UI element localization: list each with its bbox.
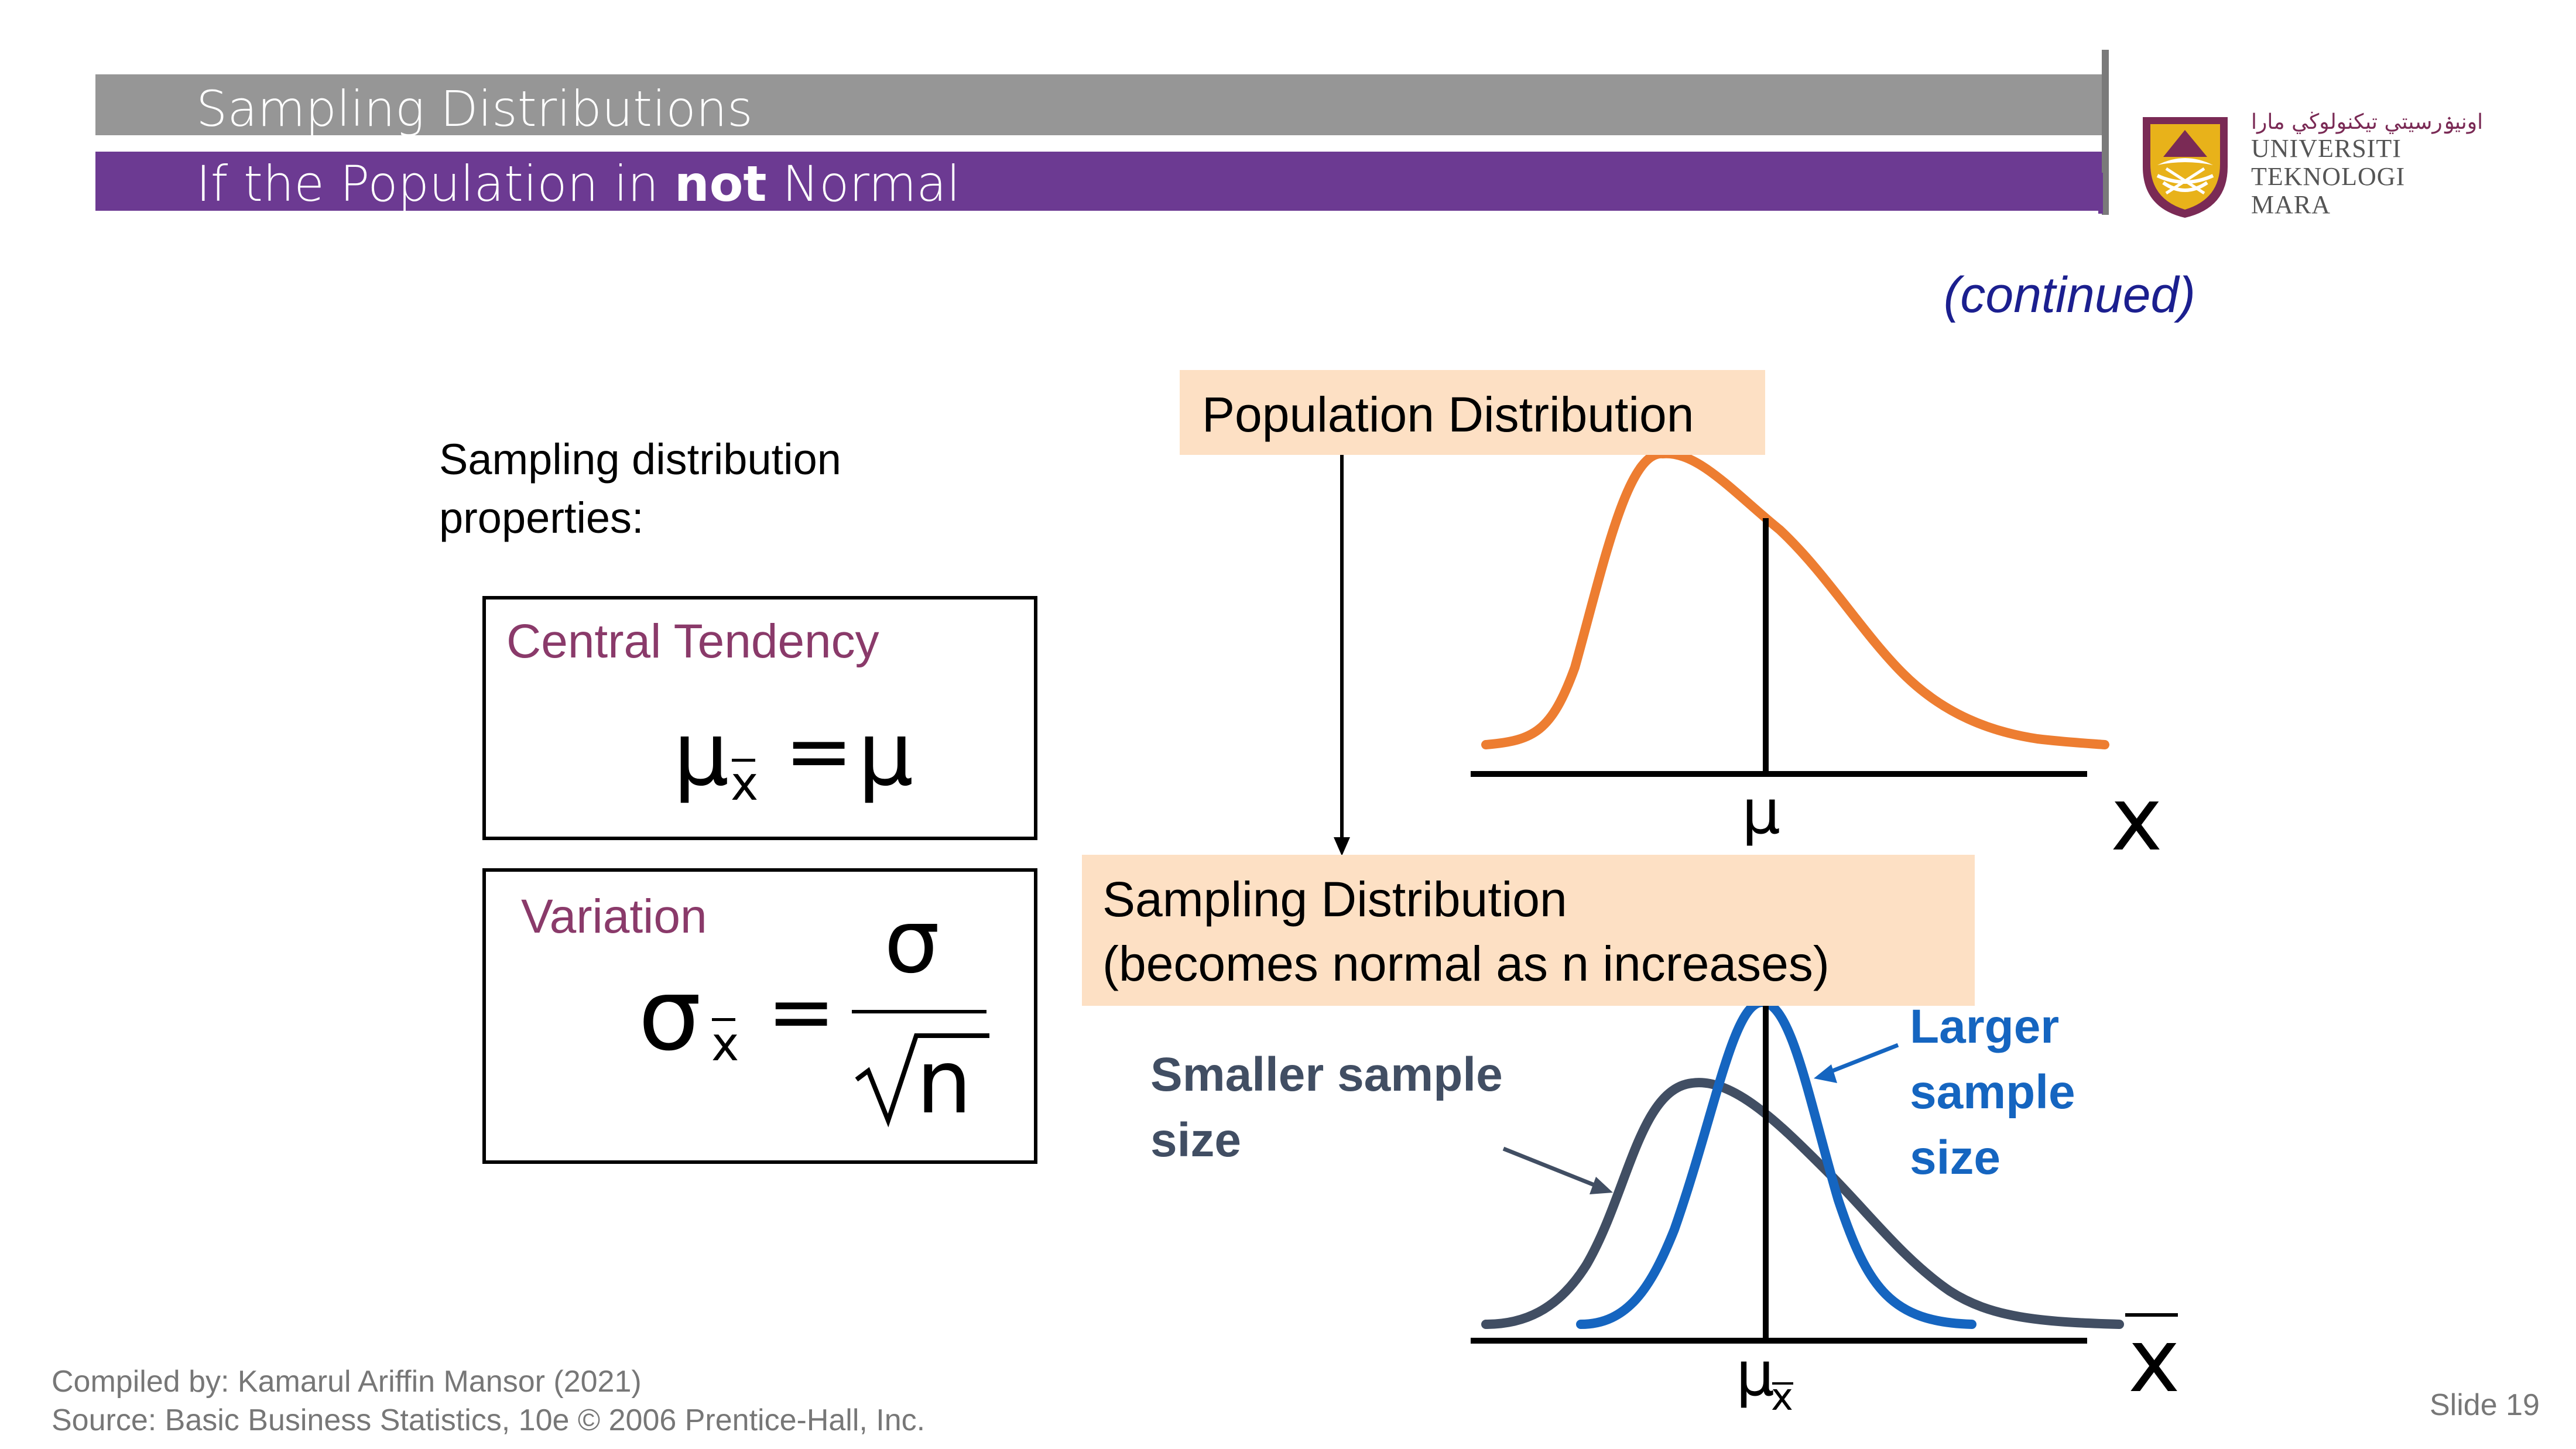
header-divider [2102, 50, 2109, 215]
smaller-sample-label: Smaller sample size [1150, 1048, 1503, 1167]
small-sample-pointer-head-icon [1590, 1177, 1613, 1194]
crest-icon [2143, 117, 2228, 218]
fraction-bar [852, 1010, 986, 1013]
sampling-label-box: Sampling Distribution (becomes normal as… [1082, 855, 1975, 1006]
variation-subscript-x: x [711, 1017, 739, 1071]
sampling-mean-subscript: x [1771, 1376, 1793, 1419]
central-tendency-title: Central Tendency [506, 615, 879, 668]
university-logo: اونيۏرسيتي تيكنولوڬي مارا UNIVERSITI TEK… [2140, 105, 2483, 222]
large-sample-pointer [1823, 1043, 1899, 1077]
sampling-label-line2: (becomes normal as n increases) [1102, 936, 1830, 991]
population-mean-label: μ [1742, 776, 1781, 848]
central-rhs-mu: μ [858, 704, 914, 806]
variation-subscript-bar [712, 1018, 735, 1021]
population-label: Population Distribution [1202, 387, 1694, 442]
header-subtitle-bar [95, 152, 2104, 211]
variation-sigma: σ [638, 957, 701, 1073]
properties-heading: Sampling distribution properties: [439, 435, 841, 542]
square-root-icon [855, 1033, 989, 1128]
small-sample-pointer [1502, 1146, 1604, 1191]
variation-denominator: n [916, 1032, 972, 1133]
population-curve [1481, 448, 2109, 749]
footer-compiled: Compiled by: Kamarul Ariffin Mansor (202… [52, 1365, 642, 1399]
variation-equals: = [767, 964, 836, 1060]
central-equals: = [785, 704, 854, 799]
large-sample-pointer-head-icon [1814, 1064, 1837, 1083]
larger-sample-label: Larger sample size [1910, 1000, 2075, 1184]
logo-line-2: TEKNOLOGI [2251, 162, 2406, 191]
central-subscript-x: x [731, 756, 759, 811]
slide-subtitle: If the Population in not Normal [196, 155, 961, 213]
population-label-box: Population Distribution [1180, 370, 1765, 455]
variation-numerator: σ [884, 891, 940, 993]
slide-title: Sampling Distributions [196, 80, 753, 138]
variation-box: Variation σ x = σ n [482, 868, 1037, 1164]
arrow-head-icon [1334, 837, 1350, 856]
sampling-variable-label: x [2128, 1310, 2180, 1412]
central-tendency-box: Central Tendency μ x = μ [482, 596, 1037, 840]
central-subscript-bar [732, 759, 755, 762]
central-mu: μ [673, 704, 729, 806]
continued-note: (continued) [1943, 267, 2195, 323]
slide-number: Slide 19 [2430, 1388, 2540, 1422]
population-variable-label: x [2111, 769, 2163, 871]
logo-jawi-text: اونيۏرسيتي تيكنولوڬي مارا [2251, 110, 2483, 134]
variation-title: Variation [521, 890, 707, 943]
header-title-bar [95, 74, 2104, 135]
header-accent [2098, 173, 2103, 214]
sampling-label-line1: Sampling Distribution [1102, 872, 1567, 927]
sampling-mean-label: μ [1736, 1338, 1775, 1410]
logo-line-1: UNIVERSITI [2251, 134, 2402, 163]
footer-source: Source: Basic Business Statistics, 10e ©… [52, 1403, 926, 1437]
logo-line-3: MARA [2251, 190, 2331, 219]
